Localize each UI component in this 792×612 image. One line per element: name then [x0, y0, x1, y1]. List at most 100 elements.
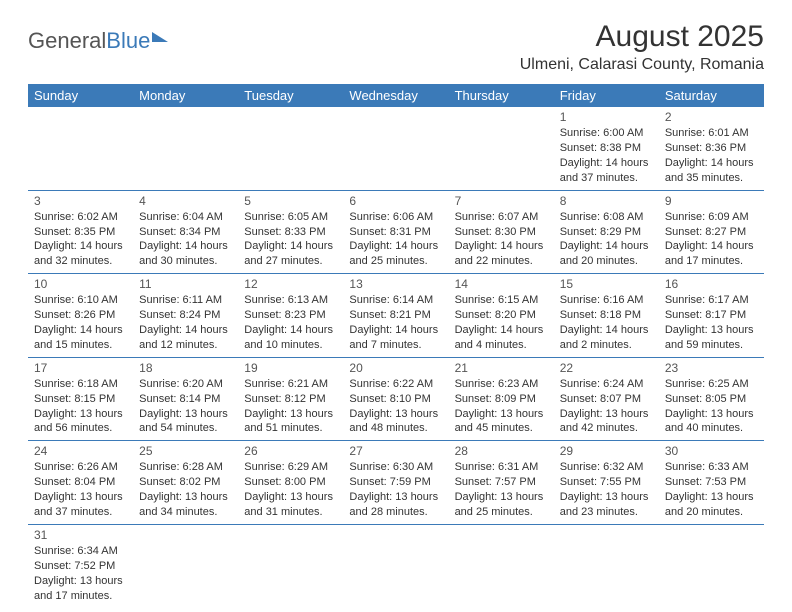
sunset-line: Sunset: 8:14 PM — [139, 392, 232, 407]
daylight-line: Daylight: 13 hours and 45 minutes. — [455, 407, 548, 437]
day-cell: 10Sunrise: 6:10 AMSunset: 8:26 PMDayligh… — [28, 274, 133, 358]
day-cell: 1Sunrise: 6:00 AMSunset: 8:38 PMDaylight… — [554, 107, 659, 190]
sunrise-line: Sunrise: 6:02 AM — [34, 210, 127, 225]
sunrise-line: Sunrise: 6:22 AM — [349, 377, 442, 392]
empty-cell — [238, 107, 343, 190]
day-cell: 25Sunrise: 6:28 AMSunset: 8:02 PMDayligh… — [133, 441, 238, 525]
day-number: 15 — [560, 276, 653, 292]
sunset-line: Sunset: 8:00 PM — [244, 475, 337, 490]
sunrise-line: Sunrise: 6:32 AM — [560, 460, 653, 475]
day-cell: 21Sunrise: 6:23 AMSunset: 8:09 PMDayligh… — [449, 357, 554, 441]
sunrise-line: Sunrise: 6:11 AM — [139, 293, 232, 308]
day-number: 23 — [665, 360, 758, 376]
sunset-line: Sunset: 8:04 PM — [34, 475, 127, 490]
day-number: 22 — [560, 360, 653, 376]
day-cell: 5Sunrise: 6:05 AMSunset: 8:33 PMDaylight… — [238, 190, 343, 274]
day-number: 8 — [560, 193, 653, 209]
sunrise-line: Sunrise: 6:15 AM — [455, 293, 548, 308]
daylight-line: Daylight: 14 hours and 17 minutes. — [665, 239, 758, 269]
sunrise-line: Sunrise: 6:29 AM — [244, 460, 337, 475]
sunset-line: Sunset: 8:23 PM — [244, 308, 337, 323]
day-number: 11 — [139, 276, 232, 292]
daylight-line: Daylight: 13 hours and 28 minutes. — [349, 490, 442, 520]
sunrise-line: Sunrise: 6:16 AM — [560, 293, 653, 308]
day-cell: 12Sunrise: 6:13 AMSunset: 8:23 PMDayligh… — [238, 274, 343, 358]
calendar-body: 1Sunrise: 6:00 AMSunset: 8:38 PMDaylight… — [28, 107, 764, 607]
empty-cell — [238, 524, 343, 607]
day-number: 20 — [349, 360, 442, 376]
sunset-line: Sunset: 8:35 PM — [34, 225, 127, 240]
month-title: August 2025 — [520, 20, 764, 54]
day-cell: 23Sunrise: 6:25 AMSunset: 8:05 PMDayligh… — [659, 357, 764, 441]
daylight-line: Daylight: 13 hours and 17 minutes. — [34, 574, 127, 604]
day-cell: 4Sunrise: 6:04 AMSunset: 8:34 PMDaylight… — [133, 190, 238, 274]
daylight-line: Daylight: 14 hours and 4 minutes. — [455, 323, 548, 353]
day-number: 25 — [139, 443, 232, 459]
daylight-line: Daylight: 13 hours and 20 minutes. — [665, 490, 758, 520]
sunrise-line: Sunrise: 6:23 AM — [455, 377, 548, 392]
day-number: 2 — [665, 109, 758, 125]
empty-cell — [554, 524, 659, 607]
day-header: Sunday — [28, 84, 133, 107]
sunset-line: Sunset: 8:27 PM — [665, 225, 758, 240]
empty-cell — [28, 107, 133, 190]
sunset-line: Sunset: 8:17 PM — [665, 308, 758, 323]
sunrise-line: Sunrise: 6:04 AM — [139, 210, 232, 225]
day-number: 5 — [244, 193, 337, 209]
sunset-line: Sunset: 8:09 PM — [455, 392, 548, 407]
day-number: 17 — [34, 360, 127, 376]
sunrise-line: Sunrise: 6:26 AM — [34, 460, 127, 475]
empty-cell — [449, 524, 554, 607]
day-header: Saturday — [659, 84, 764, 107]
day-cell: 28Sunrise: 6:31 AMSunset: 7:57 PMDayligh… — [449, 441, 554, 525]
day-header-row: SundayMondayTuesdayWednesdayThursdayFrid… — [28, 84, 764, 107]
day-cell: 6Sunrise: 6:06 AMSunset: 8:31 PMDaylight… — [343, 190, 448, 274]
day-cell: 7Sunrise: 6:07 AMSunset: 8:30 PMDaylight… — [449, 190, 554, 274]
day-number: 10 — [34, 276, 127, 292]
day-number: 26 — [244, 443, 337, 459]
location: Ulmeni, Calarasi County, Romania — [520, 56, 764, 74]
sunset-line: Sunset: 7:59 PM — [349, 475, 442, 490]
daylight-line: Daylight: 13 hours and 40 minutes. — [665, 407, 758, 437]
sunrise-line: Sunrise: 6:17 AM — [665, 293, 758, 308]
sunset-line: Sunset: 7:57 PM — [455, 475, 548, 490]
day-number: 19 — [244, 360, 337, 376]
daylight-line: Daylight: 13 hours and 23 minutes. — [560, 490, 653, 520]
day-cell: 8Sunrise: 6:08 AMSunset: 8:29 PMDaylight… — [554, 190, 659, 274]
sunrise-line: Sunrise: 6:25 AM — [665, 377, 758, 392]
day-number: 1 — [560, 109, 653, 125]
sunset-line: Sunset: 8:26 PM — [34, 308, 127, 323]
sunrise-line: Sunrise: 6:00 AM — [560, 126, 653, 141]
daylight-line: Daylight: 14 hours and 7 minutes. — [349, 323, 442, 353]
sunrise-line: Sunrise: 6:07 AM — [455, 210, 548, 225]
daylight-line: Daylight: 14 hours and 37 minutes. — [560, 156, 653, 186]
day-cell: 31Sunrise: 6:34 AMSunset: 7:52 PMDayligh… — [28, 524, 133, 607]
sunset-line: Sunset: 8:38 PM — [560, 141, 653, 156]
sunrise-line: Sunrise: 6:28 AM — [139, 460, 232, 475]
daylight-line: Daylight: 14 hours and 25 minutes. — [349, 239, 442, 269]
day-number: 21 — [455, 360, 548, 376]
empty-cell — [449, 107, 554, 190]
sunrise-line: Sunrise: 6:24 AM — [560, 377, 653, 392]
sunset-line: Sunset: 8:10 PM — [349, 392, 442, 407]
calendar-table: SundayMondayTuesdayWednesdayThursdayFrid… — [28, 84, 764, 607]
sunrise-line: Sunrise: 6:20 AM — [139, 377, 232, 392]
day-number: 12 — [244, 276, 337, 292]
sunrise-line: Sunrise: 6:13 AM — [244, 293, 337, 308]
day-number: 27 — [349, 443, 442, 459]
daylight-line: Daylight: 14 hours and 22 minutes. — [455, 239, 548, 269]
sunset-line: Sunset: 8:29 PM — [560, 225, 653, 240]
logo: GeneralBlue — [28, 28, 168, 54]
empty-cell — [133, 524, 238, 607]
sunset-line: Sunset: 8:36 PM — [665, 141, 758, 156]
sunrise-line: Sunrise: 6:34 AM — [34, 544, 127, 559]
logo-text-2: Blue — [106, 28, 150, 54]
day-header: Monday — [133, 84, 238, 107]
day-number: 18 — [139, 360, 232, 376]
sunset-line: Sunset: 8:18 PM — [560, 308, 653, 323]
day-cell: 11Sunrise: 6:11 AMSunset: 8:24 PMDayligh… — [133, 274, 238, 358]
empty-cell — [133, 107, 238, 190]
day-number: 28 — [455, 443, 548, 459]
daylight-line: Daylight: 13 hours and 25 minutes. — [455, 490, 548, 520]
day-header: Wednesday — [343, 84, 448, 107]
